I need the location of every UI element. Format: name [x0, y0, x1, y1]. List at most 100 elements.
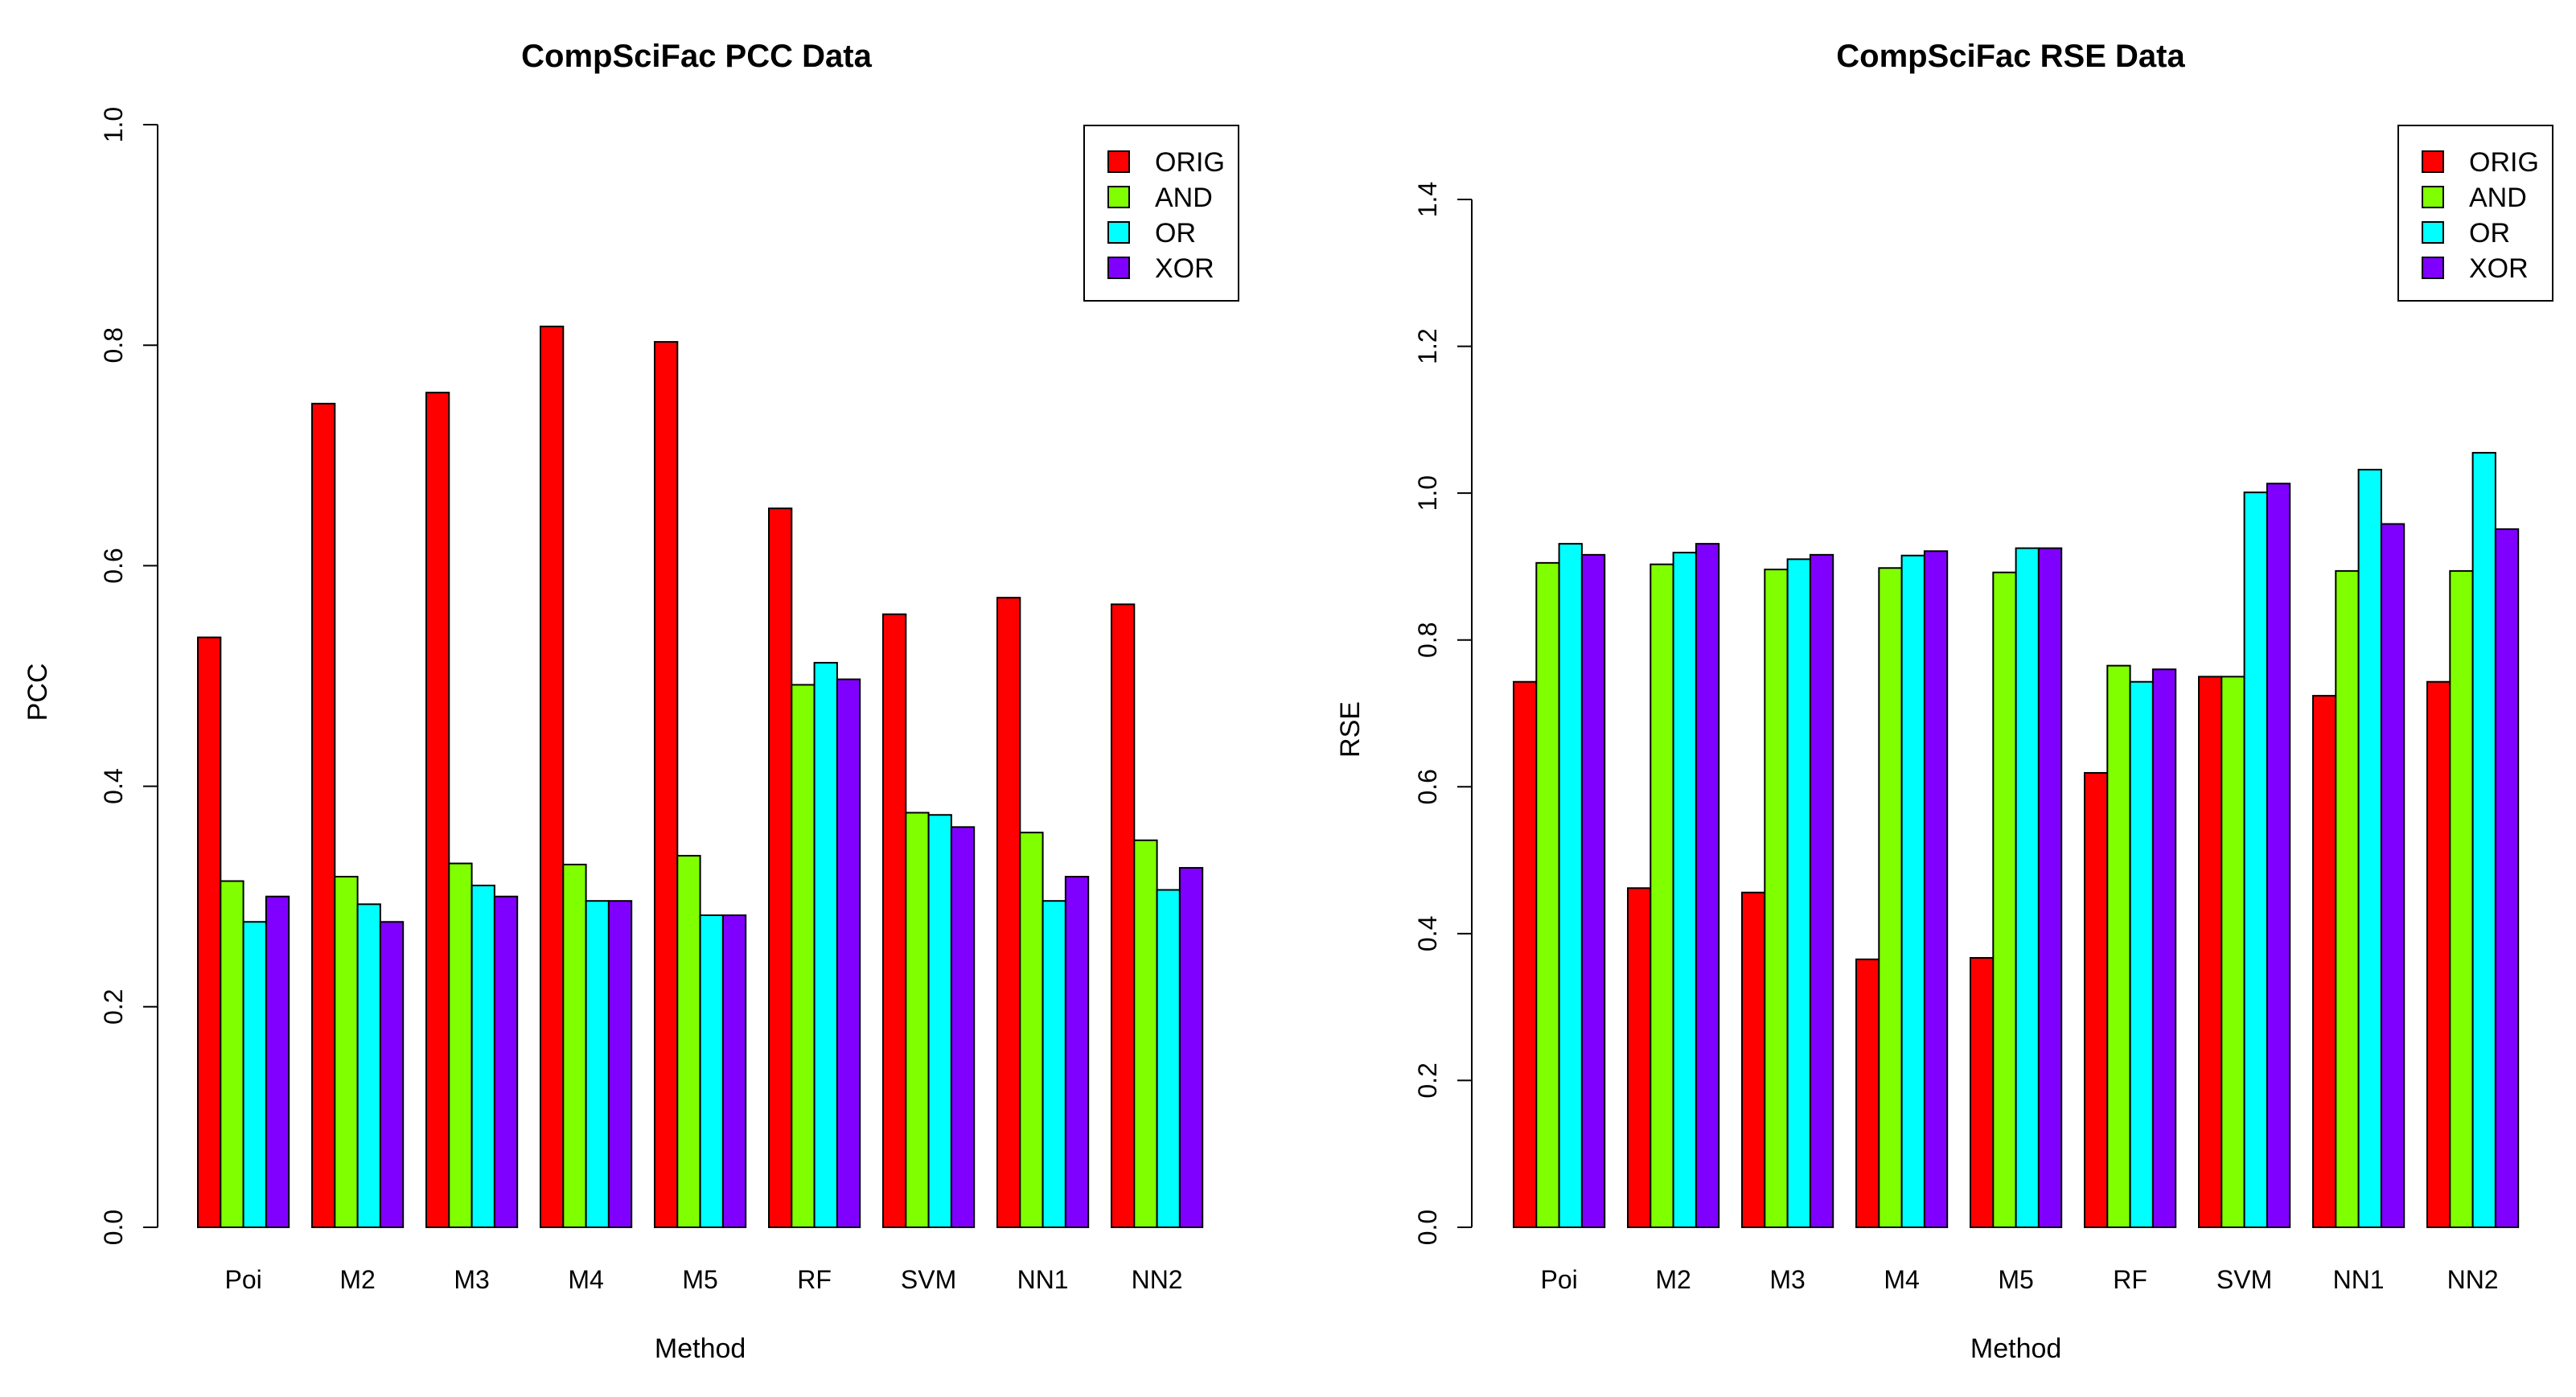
- rse-y-tick-label: 0.2: [1413, 1062, 1442, 1098]
- rse-bar-m4-and: [1878, 567, 1903, 1228]
- rse-x-tick-label: M2: [1655, 1265, 1691, 1294]
- pcc-bar-poi-and: [220, 880, 244, 1228]
- pcc-legend-label-xor: XOR: [1155, 253, 1214, 284]
- rse-bar-nn1-xor: [2380, 523, 2405, 1228]
- rse-bar-m3-orig: [1741, 891, 1766, 1229]
- rse-y-tick-label: 0.0: [1413, 1210, 1442, 1245]
- rse-y-tick-label: 0.6: [1413, 769, 1442, 804]
- rse-bar-m2-or: [1672, 552, 1697, 1228]
- rse-legend: ORIG AND OR XOR: [2397, 125, 2553, 302]
- rse-bar-poi-orig: [1513, 680, 1538, 1228]
- pcc-y-tick-label: 0.2: [99, 989, 128, 1025]
- rse-legend-swatch-orig: [2422, 150, 2444, 173]
- pcc-bar-poi-orig: [197, 636, 222, 1228]
- pcc-bar-m2-and: [334, 876, 359, 1228]
- rse-bar-m5-or: [2015, 547, 2040, 1228]
- pcc-bar-m5-and: [676, 854, 701, 1229]
- rse-bar-poi-and: [1535, 561, 1560, 1228]
- pcc-x-tick-label: M4: [568, 1265, 603, 1294]
- pcc-y-tick-label: 0.8: [99, 327, 128, 363]
- pcc-bar-nn1-or: [1041, 900, 1066, 1228]
- pcc-x-axis-label: Method: [655, 1333, 746, 1364]
- pcc-bar-poi-xor: [265, 895, 290, 1228]
- pcc-bar-rf-orig: [768, 507, 793, 1228]
- rse-x-tick-label: M5: [1998, 1265, 2033, 1294]
- rse-x-tick-label: M4: [1884, 1265, 1919, 1294]
- pcc-legend-swatch-or: [1107, 221, 1130, 244]
- pcc-bar-m5-or: [699, 914, 724, 1228]
- pcc-bar-m4-xor: [607, 900, 633, 1228]
- pcc-bar-m3-and: [448, 862, 473, 1228]
- pcc-legend-swatch-and: [1107, 186, 1130, 208]
- rse-bar-m3-or: [1786, 558, 1811, 1228]
- rse-x-axis-label: Method: [1970, 1333, 2061, 1364]
- pcc-x-tick-label: NN2: [1132, 1265, 1183, 1294]
- rse-x-tick-label: SVM: [2217, 1265, 2272, 1294]
- pcc-y-tick-label: 0.6: [99, 548, 128, 583]
- rse-x-tick-label: NN1: [2333, 1265, 2385, 1294]
- rse-bar-nn1-and: [2335, 569, 2360, 1228]
- rse-bar-m2-xor: [1695, 543, 1720, 1228]
- rse-y-tick-label: 1.0: [1413, 475, 1442, 511]
- pcc-bar-m2-or: [356, 903, 381, 1228]
- rse-bar-m2-orig: [1627, 887, 1652, 1228]
- pcc-x-tick-label: SVM: [901, 1265, 956, 1294]
- rse-chart-panel: CompSciFac RSE Data Method RSE 0.0 0.2 0.4…: [1335, 39, 2553, 1364]
- rse-bar-rf-orig: [2084, 771, 2109, 1228]
- rse-bar-nn1-orig: [2312, 695, 2337, 1228]
- pcc-bar-poi-or: [242, 921, 267, 1229]
- rse-bar-nn2-orig: [2426, 680, 2451, 1228]
- rse-bar-svm-orig: [2198, 676, 2223, 1228]
- pcc-bar-rf-xor: [836, 678, 861, 1228]
- rse-y-tick-label: 1.4: [1413, 182, 1442, 217]
- pcc-bar-m4-orig: [540, 325, 565, 1229]
- rse-chart-marks: 0.0 0.2 0.4 0.6 0.8 1.0 1.2 1.4 Poi M2 M3 M4 M5 RF SVM…: [1413, 125, 2553, 1294]
- rse-x-tick-label: RF: [2113, 1265, 2147, 1294]
- pcc-bar-nn1-xor: [1064, 876, 1090, 1228]
- pcc-x-tick-label: M3: [454, 1265, 489, 1294]
- rse-bar-svm-xor: [2266, 483, 2291, 1228]
- pcc-y-tick-label: 1.0: [99, 107, 128, 142]
- pcc-bar-m5-orig: [654, 341, 679, 1228]
- pcc-bar-rf-and: [791, 684, 816, 1228]
- pcc-legend-label-orig: ORIG: [1155, 147, 1225, 178]
- pcc-legend-label-or: OR: [1155, 218, 1196, 249]
- rse-bar-m5-xor: [2037, 547, 2063, 1228]
- pcc-chart-title: CompSciFac PCC Data: [521, 39, 872, 74]
- rse-legend-swatch-xor: [2422, 257, 2444, 279]
- pcc-bar-nn2-or: [1156, 889, 1181, 1228]
- rse-y-tick-label: 0.8: [1413, 622, 1442, 657]
- pcc-y-axis-label: PCC: [23, 664, 53, 721]
- pcc-bar-m5-xor: [721, 914, 747, 1228]
- rse-y-axis-label: RSE: [1335, 701, 1366, 758]
- pcc-x-tick-label: M2: [339, 1265, 375, 1294]
- rse-bar-rf-xor: [2151, 668, 2177, 1228]
- pcc-legend: ORIG AND OR XOR: [1083, 125, 1239, 302]
- rse-legend-swatch-or: [2422, 221, 2444, 244]
- pcc-legend-swatch-xor: [1107, 257, 1130, 279]
- pcc-bar-m3-or: [470, 884, 495, 1228]
- pcc-bar-rf-or: [813, 662, 838, 1228]
- pcc-bar-svm-and: [905, 811, 930, 1228]
- pcc-bar-svm-orig: [882, 613, 907, 1228]
- rse-bar-nn1-or: [2357, 468, 2382, 1228]
- pcc-bar-nn2-xor: [1178, 867, 1204, 1228]
- rse-bar-m5-orig: [1970, 956, 1995, 1229]
- rse-legend-label-and: AND: [2469, 183, 2527, 213]
- rse-bar-poi-xor: [1580, 553, 1606, 1228]
- pcc-bar-svm-xor: [950, 826, 976, 1229]
- pcc-bar-m2-xor: [379, 921, 405, 1229]
- rse-bar-m4-xor: [1923, 550, 1949, 1228]
- pcc-chart-panel: CompSciFac PCC Data Method PCC 0.0 0.2 0.4…: [23, 39, 1239, 1364]
- rse-bar-rf-or: [2129, 680, 2154, 1228]
- rse-bar-m2-and: [1650, 563, 1674, 1228]
- rse-bar-m3-xor: [1809, 553, 1834, 1228]
- rse-bar-nn2-or: [2471, 451, 2496, 1228]
- rse-bar-nn2-xor: [2494, 528, 2520, 1228]
- pcc-bar-m2-orig: [311, 402, 336, 1228]
- pcc-x-tick-label: M5: [682, 1265, 717, 1294]
- pcc-bar-m4-or: [585, 900, 610, 1228]
- pcc-chart-marks: 0.0 0.2 0.4 0.6 0.8 1.0 Poi M2 M3 M4 M5 RF SVM NN1 NN2…: [99, 107, 1239, 1294]
- rse-bar-m4-orig: [1855, 958, 1880, 1228]
